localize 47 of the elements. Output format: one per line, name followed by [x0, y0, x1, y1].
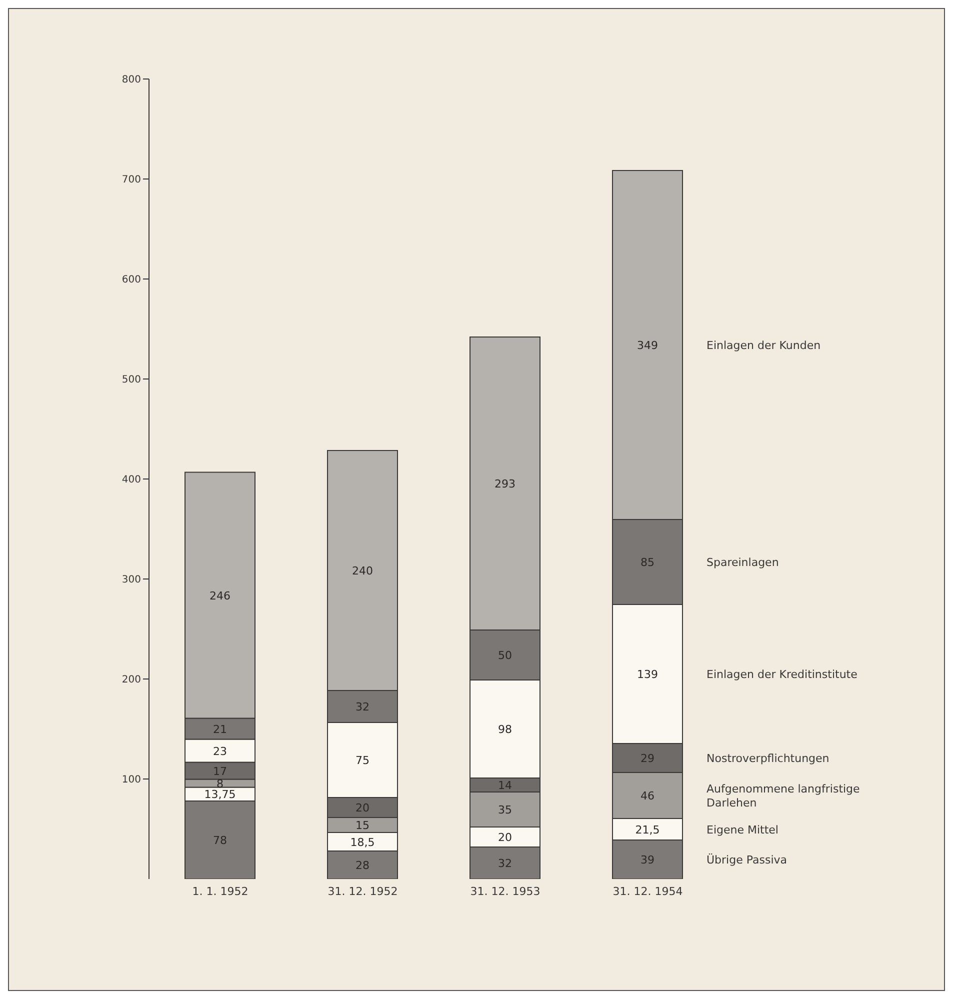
data-label: 32 — [498, 857, 512, 870]
data-label: 15 — [356, 819, 370, 832]
text: Eigene Mittel — [706, 823, 778, 836]
text: Nostroverpflichtungen — [706, 752, 830, 765]
data-label: 23 — [213, 744, 227, 758]
data-label: 8 — [216, 777, 224, 790]
text: Spareinlagen — [706, 556, 779, 569]
text: Einlagen der Kreditinstitute — [706, 668, 858, 681]
data-label: 139 — [637, 668, 658, 681]
text: Einlagen der Kunden — [706, 339, 821, 352]
text: Aufgenommene langfristige Darlehen — [706, 782, 860, 810]
data-label: 20 — [498, 831, 512, 844]
data-label: 240 — [352, 564, 373, 578]
data-label: 98 — [498, 723, 512, 736]
data-label: 246 — [210, 589, 230, 602]
data-label: 21 — [213, 722, 227, 736]
data-label: 21,5 — [635, 823, 660, 836]
y-tick-label: 100 — [122, 774, 141, 786]
y-tick-label: 500 — [122, 374, 141, 386]
data-label: 39 — [640, 854, 654, 866]
y-tick-label: 700 — [122, 174, 141, 186]
data-label: 17 — [213, 764, 227, 778]
data-label: 46 — [640, 790, 654, 802]
data-label: 35 — [498, 804, 512, 816]
data-label: 32 — [356, 700, 370, 714]
data-label: 20 — [356, 802, 370, 814]
data-label: 29 — [640, 752, 654, 765]
y-tick-label: 600 — [122, 274, 141, 286]
x-tick-label: 1. 1. 1952 — [192, 884, 248, 898]
x-tick-label: 31. 12. 1953 — [470, 884, 540, 898]
data-label: 78 — [213, 834, 227, 847]
data-label: 293 — [494, 478, 516, 490]
y-tick-label: 300 — [122, 574, 141, 586]
data-label: 18,5 — [350, 836, 375, 849]
y-tick-label: 800 — [122, 74, 141, 86]
data-label: 50 — [498, 649, 512, 662]
data-label: 75 — [356, 754, 370, 767]
data-label: 14 — [498, 779, 512, 792]
data-label: 85 — [640, 556, 654, 569]
y-tick-label: 200 — [122, 674, 141, 686]
x-tick-label: 31. 12. 1952 — [328, 884, 398, 898]
data-label: 349 — [637, 339, 658, 352]
x-tick-label: 31. 12. 1954 — [612, 884, 683, 898]
text: Übrige Passiva — [706, 852, 788, 866]
data-label: 28 — [356, 859, 370, 872]
y-tick-label: 400 — [122, 474, 141, 486]
data-label: 13,75 — [204, 788, 236, 802]
